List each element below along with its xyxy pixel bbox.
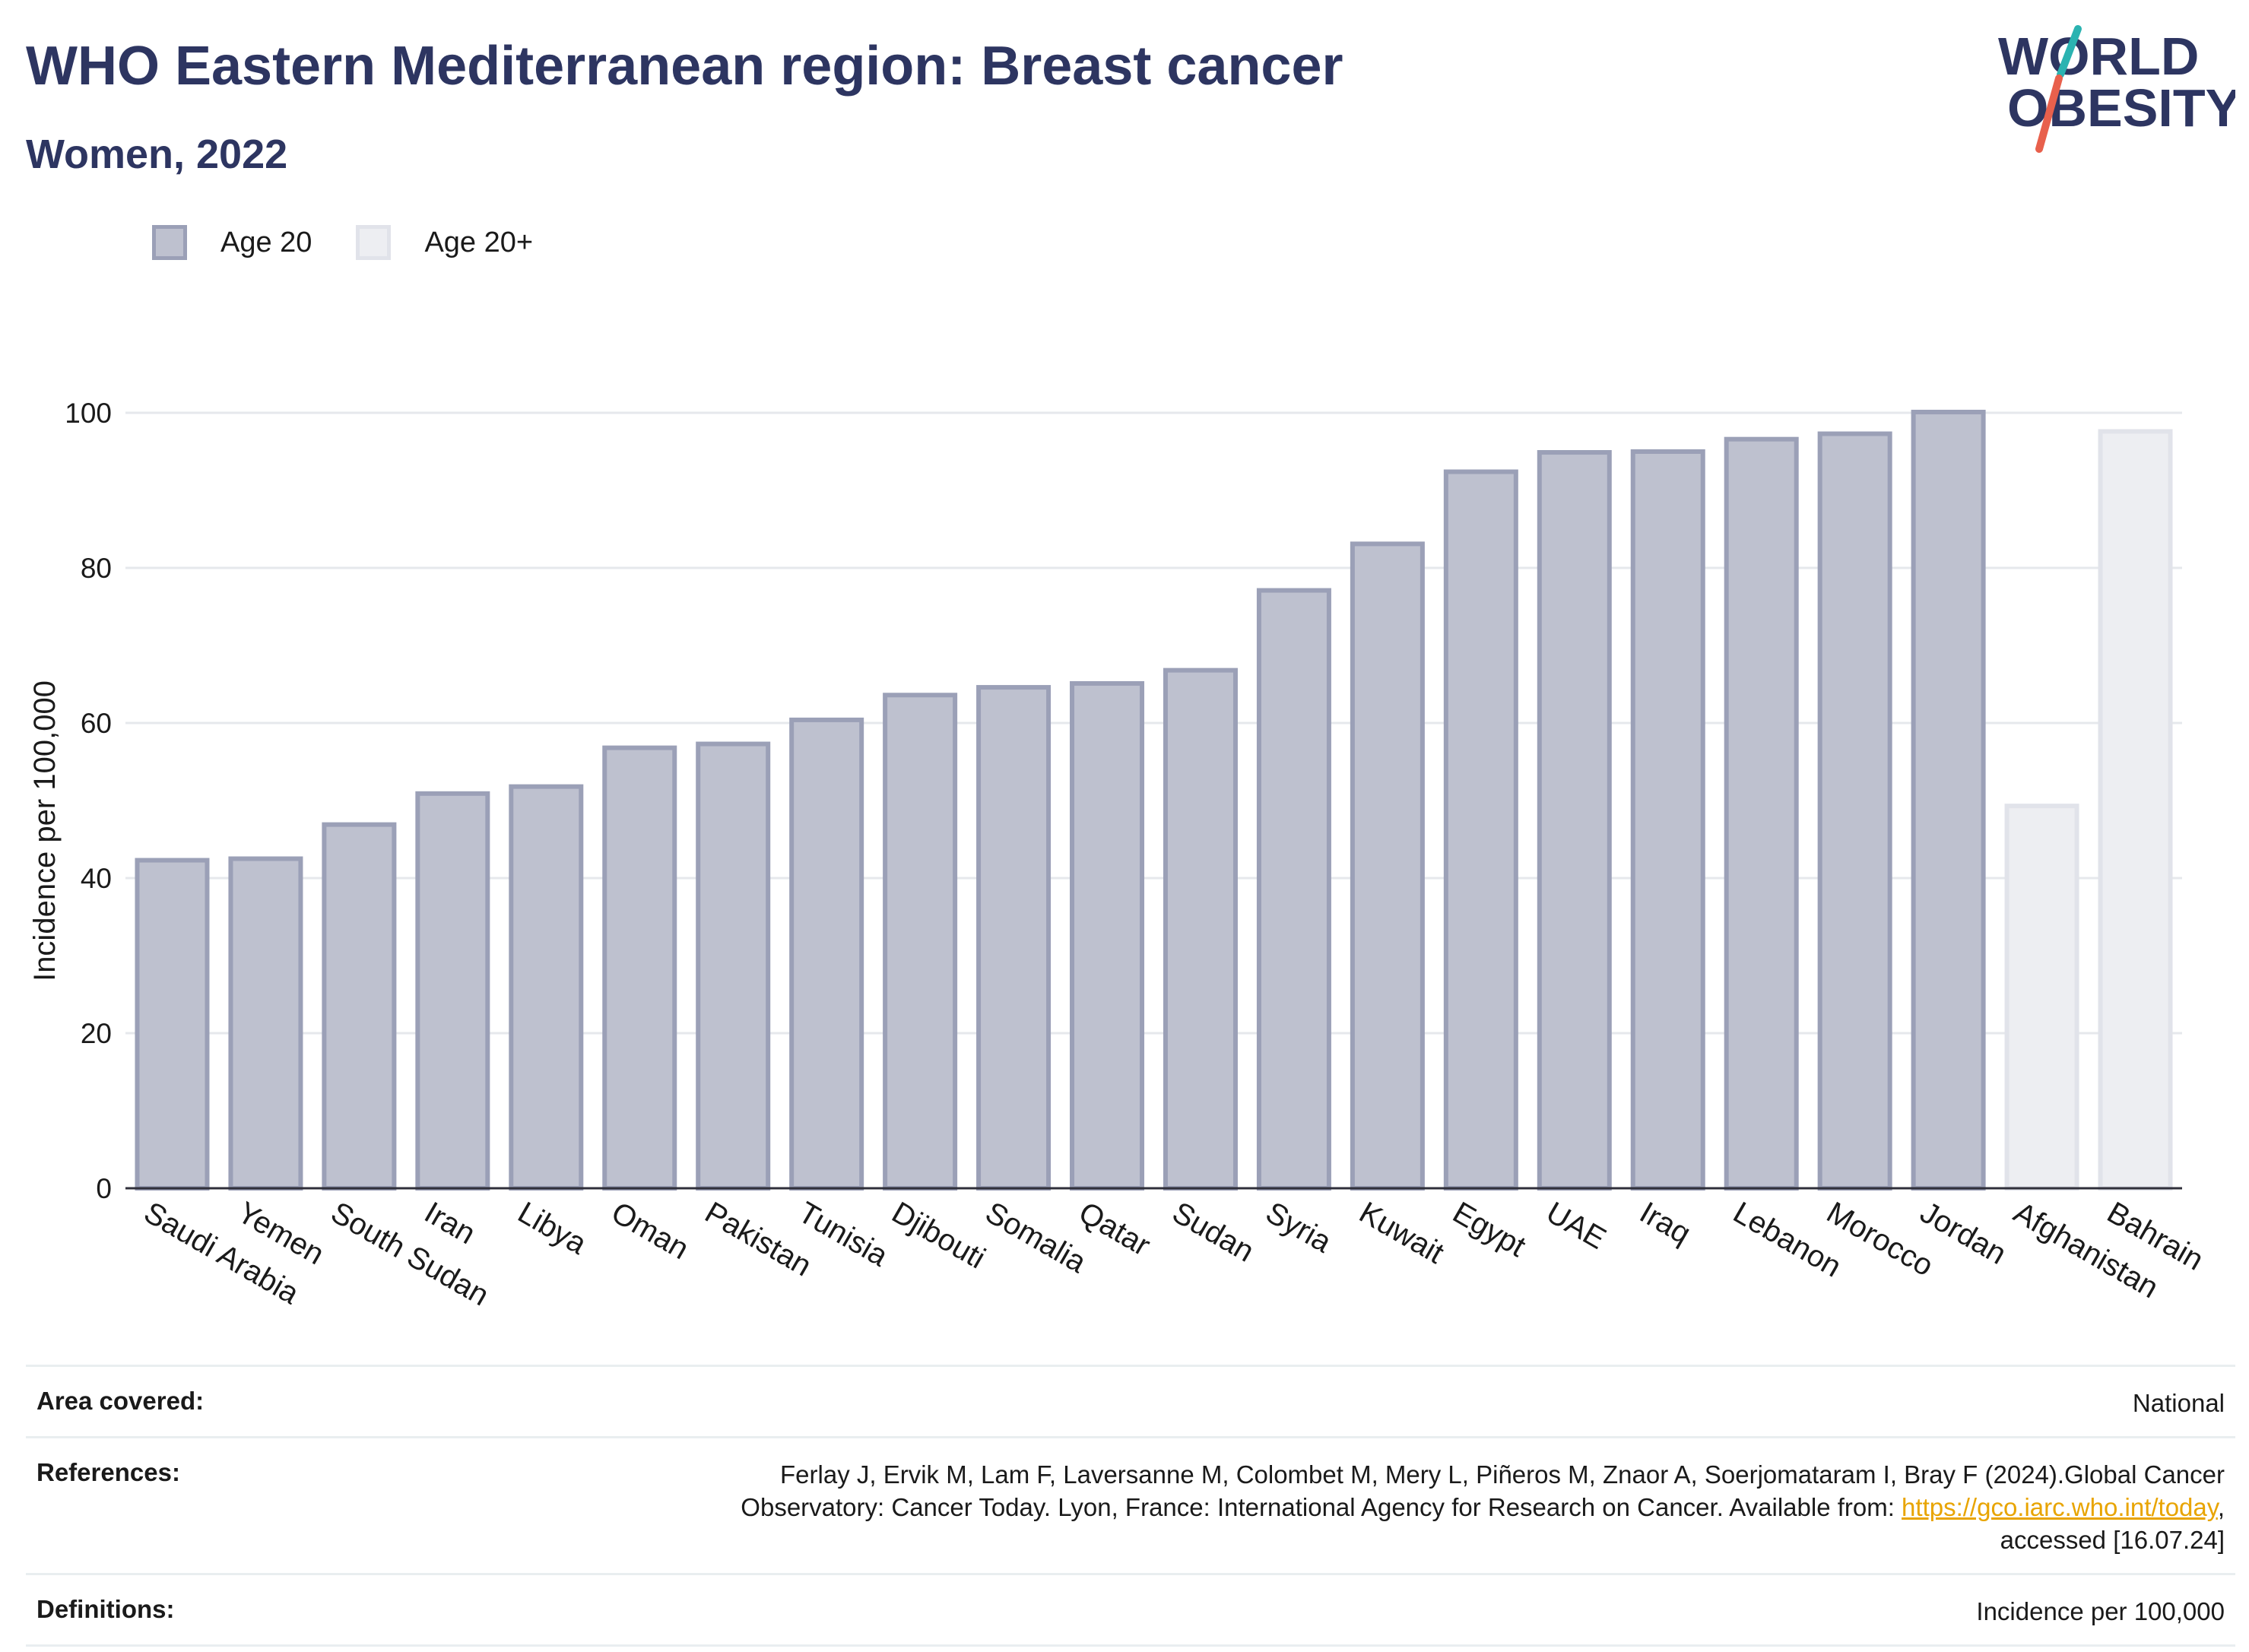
references-link[interactable]: https://gco.iarc.who.int/today: [1902, 1493, 2218, 1521]
bar-yemen: [228, 856, 303, 1191]
legend-swatch-age-20-plus: [356, 225, 392, 260]
bar-syria: [1256, 588, 1331, 1191]
x-tick-label: UAE: [1540, 1196, 1611, 1256]
bar-tunisia: [789, 717, 864, 1191]
references-line-1: Ferlay J, Ervik M, Lam F, Laversanne M, …: [780, 1460, 2225, 1489]
bar-lebanon: [1724, 436, 1799, 1191]
bar-south-sudan: [322, 822, 397, 1191]
bar-iran: [415, 791, 490, 1191]
bar-djibouti: [883, 693, 958, 1191]
references-value: Ferlay J, Ervik M, Lam F, Laversanne M, …: [741, 1458, 2225, 1556]
x-tick-label: Iran: [419, 1196, 481, 1251]
x-tick-label: Lebanon: [1727, 1196, 1847, 1284]
bar-saudi-arabia: [135, 858, 210, 1191]
x-tick-label: Oman: [606, 1196, 694, 1267]
x-tick-label: South Sudan: [325, 1196, 494, 1313]
bar-qatar: [1070, 680, 1145, 1191]
footer-row-definitions: Definitions: Incidence per 100,000: [26, 1573, 2235, 1647]
y-tick-label: 0: [96, 1173, 112, 1204]
chart-legend: Age 20 Age 20+: [152, 225, 577, 260]
x-tick-label: Djibouti: [887, 1196, 991, 1276]
references-line-3: accessed [16.07.24]: [2000, 1526, 2225, 1554]
footer-row-references: References: Ferlay J, Ervik M, Lam F, La…: [26, 1436, 2235, 1573]
references-line-2: Observatory: Cancer Today. Lyon, France:…: [741, 1491, 2225, 1524]
logo-slash-bottom: [2035, 75, 2063, 153]
y-tick-label: 100: [65, 398, 112, 429]
definitions-value: Incidence per 100,000: [1976, 1597, 2225, 1625]
legend-item-age-20[interactable]: Age 20: [152, 225, 312, 260]
bar-sudan: [1163, 667, 1238, 1191]
bar-afghanistan: [2004, 804, 2079, 1191]
bar-oman: [602, 745, 677, 1191]
y-tick-label: 20: [81, 1018, 112, 1049]
bar-iraq: [1630, 449, 1705, 1191]
x-tick-label: Kuwait: [1353, 1196, 1449, 1270]
references-line-2-end: ,: [2217, 1493, 2225, 1521]
world-obesity-logo: WORLD OBESITY: [1998, 25, 2235, 153]
y-tick-label: 60: [81, 708, 112, 739]
bar-pakistan: [696, 741, 771, 1191]
references-label: References:: [36, 1458, 180, 1486]
x-tick-label: Libya: [512, 1196, 592, 1261]
x-tick-label: Morocco: [1821, 1196, 1939, 1283]
x-tick-label: Somalia: [980, 1196, 1093, 1280]
x-tick-label: Syria: [1260, 1196, 1337, 1260]
references-line-2-text: Observatory: Cancer Today. Lyon, France:…: [741, 1493, 1902, 1521]
legend-label-age-20-plus: Age 20+: [424, 226, 534, 258]
legend-label-age-20: Age 20: [220, 226, 312, 258]
x-tick-label: Egypt: [1447, 1196, 1531, 1264]
y-axis-label: Incidence per 100,000: [28, 680, 62, 981]
legend-item-age-20-plus[interactable]: Age 20+: [356, 225, 533, 260]
bar-bahrain: [2098, 429, 2173, 1191]
logo-slash-top: [2057, 25, 2082, 78]
y-tick-label: 40: [81, 863, 112, 894]
page-subtitle: Women, 2022: [26, 132, 288, 177]
x-tick-label: Pakistan: [699, 1196, 817, 1283]
y-tick-label: 80: [81, 553, 112, 584]
chart-footer: Area covered: National References: Ferla…: [26, 1365, 2235, 1647]
bar-morocco: [1817, 431, 1892, 1191]
x-tick-label: Sudan: [1166, 1196, 1259, 1269]
bar-kuwait: [1350, 541, 1425, 1191]
bar-jordan: [1911, 409, 1986, 1191]
legend-swatch-age-20: [152, 225, 187, 260]
area-covered-value: National: [2132, 1389, 2225, 1417]
bar-uae: [1537, 450, 1612, 1191]
bar-libya: [509, 784, 584, 1191]
area-covered-label: Area covered:: [36, 1387, 205, 1415]
bar-somalia: [976, 685, 1052, 1191]
footer-row-area: Area covered: National: [26, 1365, 2235, 1436]
bar-egypt: [1443, 469, 1518, 1191]
page-title: WHO Eastern Mediterranean region: Breast…: [26, 36, 1343, 97]
x-tick-label: Iraq: [1634, 1196, 1696, 1251]
definitions-label: Definitions:: [36, 1595, 175, 1623]
logo-text-world: WORLD: [1998, 27, 2199, 86]
